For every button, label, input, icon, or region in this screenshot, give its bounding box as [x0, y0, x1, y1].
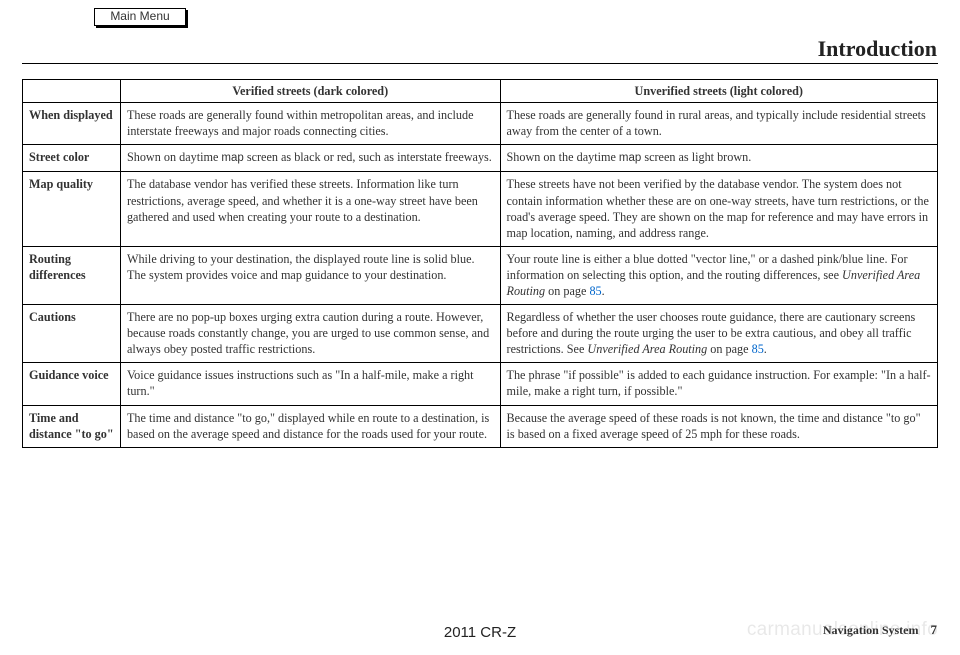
cell-unverified: These streets have not been verified by … — [500, 172, 937, 246]
cell-unverified: The phrase "if possible" is added to eac… — [500, 363, 937, 405]
header-row: Verified streets (dark colored) Unverifi… — [23, 80, 938, 103]
cell-verified: These roads are generally found within m… — [120, 103, 500, 145]
cell-unverified: Your route line is either a blue dotted … — [500, 246, 937, 304]
row-label: Cautions — [23, 305, 121, 363]
table-row: Map quality The database vendor has veri… — [23, 172, 938, 246]
table-row: When displayed These roads are generally… — [23, 103, 938, 145]
row-label: Guidance voice — [23, 363, 121, 405]
main-menu-button[interactable]: Main Menu — [94, 8, 186, 26]
footer-page-num: 7 — [931, 622, 938, 637]
footer-model: 2011 CR-Z — [444, 624, 516, 641]
footer-nav: Navigation System7 — [823, 622, 937, 638]
table-row: Routing differences While driving to you… — [23, 246, 938, 304]
table-row: Cautions There are no pop-up boxes urgin… — [23, 305, 938, 363]
row-label: When displayed — [23, 103, 121, 145]
cell-unverified: Shown on the daytime map screen as light… — [500, 145, 937, 172]
page-link[interactable]: 85 — [752, 342, 764, 356]
table-row: Street color Shown on daytime map screen… — [23, 145, 938, 172]
cell-verified: The database vendor has verified these s… — [120, 172, 500, 246]
row-label: Street color — [23, 145, 121, 172]
cell-unverified: Because the average speed of these roads… — [500, 405, 937, 447]
header-unverified: Unverified streets (light colored) — [500, 80, 937, 103]
cell-verified: Voice guidance issues instructions such … — [120, 363, 500, 405]
table-row: Guidance voice Voice guidance issues ins… — [23, 363, 938, 405]
cell-verified: Shown on daytime map screen as black or … — [120, 145, 500, 172]
row-label: Time and distance "to go" — [23, 405, 121, 447]
header-verified: Verified streets (dark colored) — [120, 80, 500, 103]
comparison-table: Verified streets (dark colored) Unverifi… — [22, 79, 938, 448]
header-empty — [23, 80, 121, 103]
table-row: Time and distance "to go" The time and d… — [23, 405, 938, 447]
page-title: Introduction — [818, 36, 937, 62]
page-link[interactable]: 85 — [589, 284, 601, 298]
cell-verified: There are no pop-up boxes urging extra c… — [120, 305, 500, 363]
cell-unverified: These roads are generally found in rural… — [500, 103, 937, 145]
cell-verified: The time and distance "to go," displayed… — [120, 405, 500, 447]
row-label: Routing differences — [23, 246, 121, 304]
cell-unverified: Regardless of whether the user chooses r… — [500, 305, 937, 363]
title-rule — [22, 63, 938, 64]
cell-verified: While driving to your destination, the d… — [120, 246, 500, 304]
row-label: Map quality — [23, 172, 121, 246]
